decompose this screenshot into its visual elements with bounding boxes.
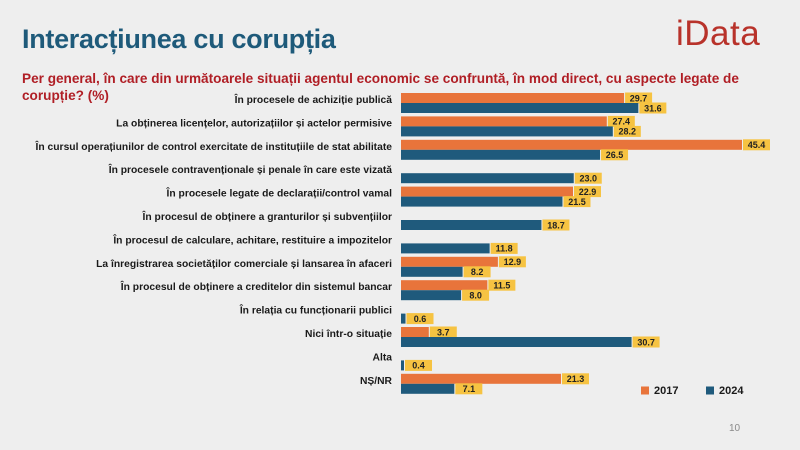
data-label-2024: 8.0: [469, 291, 482, 301]
category-label: NȘ/NR: [360, 376, 393, 387]
data-label-bg-2017: [561, 373, 589, 385]
data-label-2024: 18.7: [547, 220, 565, 230]
data-label-2017: 22.9: [579, 187, 597, 197]
data-label-2017: 21.3: [567, 374, 585, 384]
legend-swatch-2017: [641, 386, 649, 395]
data-label-bg-2017: [429, 326, 457, 338]
category-label: Nici într-o situație: [305, 329, 392, 340]
legend-swatch-2024: [706, 386, 714, 395]
data-label-2017: 45.4: [748, 140, 766, 150]
data-label-bg-2024: [490, 242, 518, 254]
data-label-bg-2024: [639, 102, 667, 114]
data-label-2024: 7.1: [463, 384, 476, 394]
data-label-bg-2024: [542, 219, 570, 231]
data-label-2024: 23.0: [579, 174, 597, 184]
page-title: Interacțiunea cu corupția: [22, 24, 336, 54]
data-label-bg-2024: [455, 383, 483, 395]
data-label-bg-2024: [462, 289, 490, 301]
category-label: În procesele legate de declarații/contro…: [166, 187, 393, 200]
data-label-2017: 27.4: [613, 117, 631, 127]
category-label: În cursul operațiunilor de control exerc…: [35, 140, 393, 153]
data-label-2024: 26.5: [606, 150, 624, 160]
bar-2024: [401, 290, 462, 301]
bar-2017: [401, 116, 607, 127]
bar-2017: [401, 139, 742, 150]
bar-2017: [401, 256, 498, 267]
data-label-bg-2024: [463, 266, 491, 278]
data-label-2017: 3.7: [437, 327, 450, 337]
data-label-2024: 28.2: [619, 127, 637, 137]
legend-label-2024: 2024: [719, 385, 744, 397]
data-label-bg-2024: [406, 313, 434, 325]
category-label: În relația cu funcționarii publici: [239, 304, 392, 317]
bar-2017: [401, 373, 561, 384]
bar-2024: [401, 149, 601, 160]
data-label-2024: 0.4: [412, 361, 425, 371]
category-label: În procesele de achiziție publică: [234, 93, 393, 106]
idata-logo: iData: [676, 14, 761, 53]
data-label-2024: 21.5: [568, 197, 586, 207]
page-number: 10: [729, 423, 741, 434]
bar-2024: [401, 243, 490, 254]
data-label-bg-2017: [574, 186, 602, 198]
category-label: La înregistrarea societăților comerciale…: [96, 259, 392, 270]
bar-2024: [401, 337, 632, 347]
data-label-bg-2024: [563, 196, 591, 208]
bar-2024: [401, 313, 406, 324]
bar-2024: [401, 266, 463, 277]
data-label-2017: 12.9: [504, 257, 522, 267]
data-label-2024: 0.6: [414, 314, 427, 324]
data-label-bg-2024: [574, 172, 602, 184]
bar-2024: [401, 360, 405, 371]
data-label-bg-2017: [743, 139, 770, 151]
data-label-2024: 11.8: [496, 244, 513, 254]
data-label-bg-2017: [625, 92, 653, 104]
bar-2024: [401, 103, 639, 113]
category-label: Alta: [373, 352, 393, 363]
bar-2017: [401, 93, 625, 103]
data-label-bg-2024: [405, 359, 433, 371]
data-label-2024: 31.6: [644, 103, 662, 113]
bar-2017: [401, 186, 574, 197]
bar-2024: [401, 173, 574, 184]
bar-2024: [401, 196, 563, 207]
data-label-2017: 29.7: [630, 93, 648, 103]
bar-2024: [401, 220, 542, 230]
category-label: La obținerea licențelor, autorizațiilor …: [116, 118, 392, 129]
data-label-2017: 11.5: [493, 281, 510, 291]
data-label-bg-2024: [613, 125, 641, 137]
survey-question: Per general, în care din următoarele sit…: [22, 71, 739, 103]
data-label-2024: 8.2: [471, 267, 484, 277]
category-label: În procesul de calculare, achitare, rest…: [112, 233, 392, 246]
legend-label-2017: 2017: [654, 385, 678, 397]
data-label-bg-2024: [601, 149, 629, 161]
data-label-bg-2024: [632, 336, 660, 348]
data-label-bg-2017: [607, 115, 635, 127]
data-label-bg-2017: [498, 256, 526, 268]
category-label: În procesul de obținere a granturilor și…: [142, 210, 392, 223]
data-label-2024: 30.7: [637, 337, 655, 347]
bar-2024: [401, 126, 613, 137]
data-label-bg-2017: [488, 279, 516, 291]
bar-2017: [401, 327, 429, 337]
bar-2024: [401, 383, 455, 394]
category-label: În procesul de obținere a creditelor din…: [120, 280, 392, 293]
category-label: În procesele contravenționale și penale …: [108, 163, 393, 176]
bar-2017: [401, 280, 488, 291]
